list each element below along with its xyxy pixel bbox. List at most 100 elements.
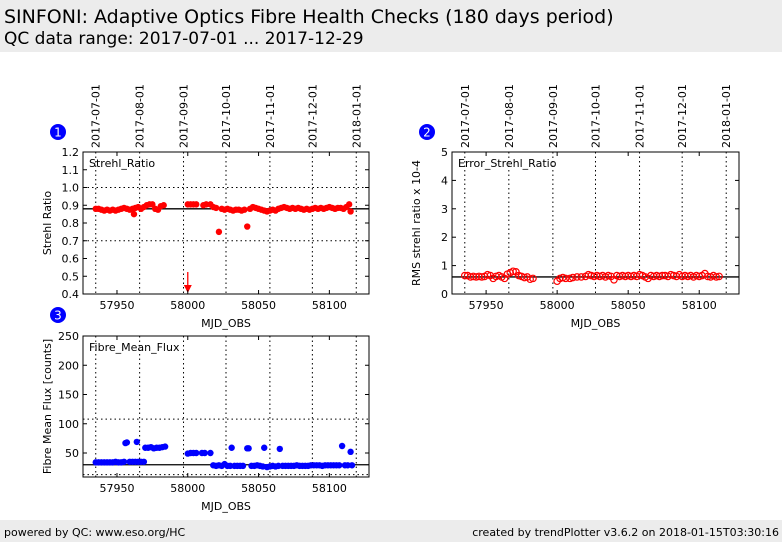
plot-frame — [82, 151, 370, 295]
x-tick-label: 58050 — [241, 482, 276, 495]
y-tick-label: 1.1 — [62, 164, 80, 177]
chart-number-label: 3 — [54, 309, 62, 323]
data-point — [207, 449, 214, 457]
y-tick-label: 0.8 — [62, 217, 80, 230]
x-tick-label: 58100 — [312, 482, 347, 495]
x-tick-label: 58100 — [312, 299, 347, 312]
date-tick-label: 2017-11-01 — [634, 84, 647, 148]
date-tick-label: 2018-01-01 — [350, 84, 363, 148]
data-point — [201, 449, 208, 457]
y-tick-label: 100 — [58, 418, 79, 431]
y-tick-label: 5 — [441, 146, 448, 159]
y-tick-label: 1.2 — [62, 146, 80, 159]
data-point — [244, 223, 251, 230]
x-tick-label: 58000 — [170, 299, 205, 312]
chart-number-label: 1 — [54, 126, 62, 140]
date-tick-label: 2017-07-01 — [459, 84, 472, 148]
data-point — [336, 462, 343, 469]
x-axis-label: MJD_OBS — [201, 500, 251, 513]
chart-number-badge — [50, 307, 66, 323]
x-axis-label: MJD_OBS — [201, 317, 251, 330]
y-tick-label: 0 — [441, 288, 448, 301]
chart-number-badge — [50, 124, 66, 140]
data-point — [140, 458, 148, 465]
x-tick-label: 58050 — [611, 299, 646, 312]
y-axis-label: Strehl Ratio — [41, 191, 54, 255]
data-point — [120, 458, 128, 465]
y-axis-label: RMS strehl ratio x 10-4 — [410, 160, 423, 286]
data-point — [123, 439, 131, 446]
y-tick-label: 250 — [58, 330, 79, 343]
data-point — [338, 442, 346, 450]
data-point — [529, 274, 537, 283]
y-tick-label: 4 — [441, 174, 448, 187]
x-axis-label: MJD_OBS — [571, 317, 621, 330]
data-point — [577, 273, 586, 281]
data-point — [561, 274, 570, 283]
data-point — [712, 273, 721, 281]
page-subtitle: QC data range: 2017-07-01 ... 2017-12-29 — [4, 29, 364, 49]
data-point — [568, 273, 577, 282]
x-tick-label: 57950 — [99, 482, 134, 495]
data-point — [348, 462, 356, 469]
date-tick-label: 2017-07-01 — [90, 84, 103, 148]
data-point — [715, 272, 723, 281]
series-label: Strehl_Ratio — [89, 157, 155, 170]
date-tick-label: 2018-01-01 — [720, 84, 733, 148]
y-tick-label: 150 — [58, 389, 79, 402]
date-tick-label: 2017-12-01 — [676, 84, 689, 148]
data-point — [658, 271, 667, 280]
date-tick-label: 2017-10-01 — [590, 84, 603, 148]
plot-frame — [82, 335, 370, 478]
data-point — [212, 204, 220, 212]
y-tick-label: 200 — [58, 359, 79, 372]
data-point — [466, 273, 475, 281]
data-point — [261, 444, 268, 451]
data-point — [193, 449, 200, 457]
y-tick-label: 1 — [441, 260, 448, 273]
data-point — [475, 272, 483, 281]
y-axis-label: Fibre Mean Flux [counts] — [41, 339, 54, 474]
data-point — [245, 445, 252, 452]
data-point — [161, 443, 169, 450]
footer-created-by: created by trendPlotter v3.6.2 on 2018-0… — [472, 526, 779, 539]
data-point — [215, 228, 223, 236]
x-tick-label: 58000 — [540, 299, 575, 312]
y-tick-label: 0.6 — [62, 253, 80, 266]
chart-number-label: 2 — [423, 126, 431, 140]
date-tick-label: 2017-12-01 — [306, 84, 319, 148]
data-point — [193, 201, 200, 208]
y-tick-label: 2 — [441, 231, 448, 244]
x-tick-label: 58050 — [241, 299, 276, 312]
data-point — [160, 202, 167, 209]
x-tick-label: 58100 — [682, 299, 717, 312]
footer: powered by QC: www.eso.org/HC created by… — [0, 520, 782, 542]
date-tick-label: 2017-08-01 — [503, 84, 516, 148]
page-title: SINFONI: Adaptive Optics Fibre Health Ch… — [4, 6, 614, 28]
off-scale-arrow-head — [183, 285, 192, 293]
date-tick-label: 2017-09-01 — [547, 84, 560, 148]
y-tick-label: 0.4 — [62, 288, 80, 301]
y-tick-label: 0.7 — [62, 235, 80, 248]
series-label: Fibre_Mean_Flux — [89, 341, 180, 354]
footer-powered-by: powered by QC: www.eso.org/HC — [4, 526, 186, 539]
data-point — [347, 448, 354, 456]
plot-frame — [451, 151, 740, 295]
y-tick-label: 0.5 — [62, 270, 80, 283]
x-tick-label: 58000 — [170, 482, 205, 495]
chart-3: 3 50 100 150 200 250 57950 58000 58050 58100 Fibre… — [41, 307, 370, 513]
data-point — [472, 273, 480, 281]
data-point — [228, 444, 235, 451]
date-tick-label: 2017-10-01 — [220, 84, 233, 148]
y-tick-label: 3 — [441, 203, 448, 216]
data-point — [345, 201, 353, 208]
x-tick-label: 57950 — [99, 299, 134, 312]
y-tick-label: 0.9 — [62, 199, 80, 212]
x-tick-label: 57950 — [469, 299, 504, 312]
data-point — [130, 210, 138, 218]
data-point — [133, 438, 141, 446]
data-point — [347, 208, 354, 215]
data-point — [469, 272, 478, 281]
